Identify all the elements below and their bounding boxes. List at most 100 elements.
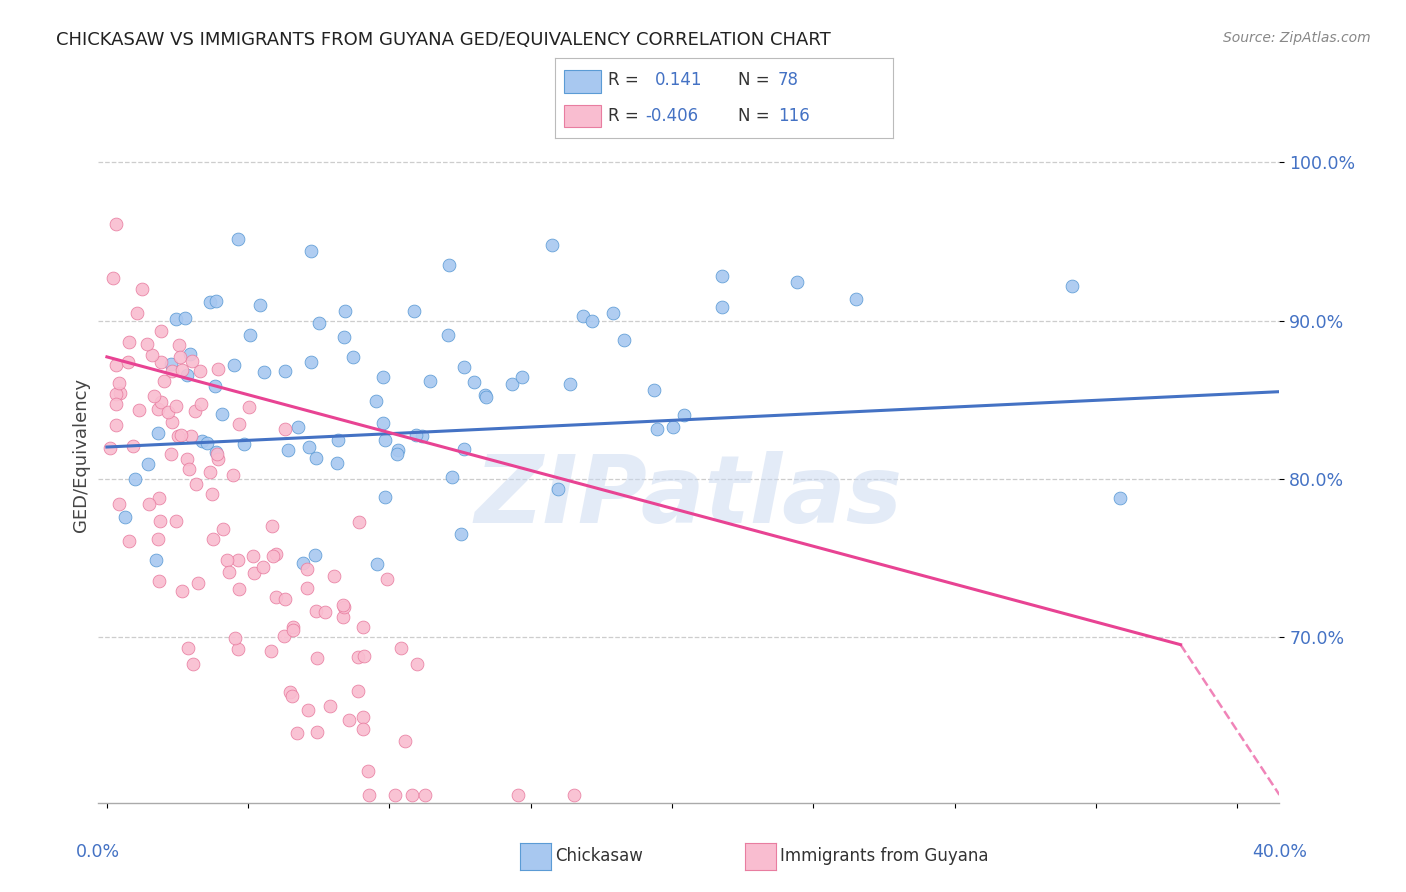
Point [156, 404, 179, 418]
Point [786, 275, 808, 289]
Point [228, 417, 250, 432]
Point [165, 400, 187, 414]
Point [419, 374, 441, 388]
Point [145, 552, 167, 566]
Point [239, 328, 262, 343]
Point [411, 428, 433, 442]
Point [224, 631, 246, 645]
Point [107, 376, 129, 391]
Point [274, 592, 297, 607]
Text: 0.0%: 0.0% [76, 843, 121, 861]
Point [148, 491, 170, 505]
Point [177, 641, 200, 656]
Point [108, 497, 131, 511]
Point [215, 553, 238, 567]
Point [280, 689, 302, 703]
Point [148, 533, 170, 547]
Point [131, 282, 153, 296]
Point [299, 244, 322, 258]
Point [613, 334, 636, 348]
Point [274, 364, 297, 378]
Point [150, 324, 173, 338]
Text: Source: ZipAtlas.com: Source: ZipAtlas.com [1223, 31, 1371, 45]
Point [274, 421, 297, 435]
Point [179, 462, 201, 476]
Point [228, 582, 250, 596]
Point [305, 451, 328, 466]
Text: N =: N = [738, 107, 769, 125]
Point [332, 598, 354, 612]
Point [375, 572, 398, 586]
Point [304, 548, 326, 562]
Point [405, 428, 427, 442]
Point [149, 514, 172, 528]
Point [128, 403, 150, 417]
Point [179, 347, 201, 361]
Point [353, 648, 375, 663]
Point [308, 316, 330, 330]
Point [352, 722, 374, 736]
Point [463, 375, 485, 389]
Point [307, 724, 329, 739]
Point [333, 330, 356, 344]
Text: CHICKASAW VS IMMIGRANTS FROM GUYANA GED/EQUIVALENCY CORRELATION CHART: CHICKASAW VS IMMIGRANTS FROM GUYANA GED/… [56, 31, 831, 49]
Point [226, 232, 249, 246]
Point [160, 447, 183, 461]
Point [277, 442, 299, 457]
Point [114, 510, 136, 524]
Point [98, 441, 121, 455]
Point [401, 788, 423, 802]
Point [299, 355, 322, 369]
Point [211, 407, 233, 421]
Point [506, 788, 529, 802]
Point [645, 422, 668, 436]
Point [437, 327, 460, 342]
Point [285, 726, 308, 740]
Point [243, 566, 266, 580]
Point [394, 734, 416, 748]
Point [142, 389, 165, 403]
Point [374, 433, 396, 447]
Point [218, 565, 240, 579]
Point [322, 569, 344, 583]
Point [165, 312, 187, 326]
Point [202, 532, 225, 546]
Point [441, 470, 464, 484]
Point [291, 556, 314, 570]
Point [195, 436, 218, 450]
Point [205, 447, 228, 461]
Text: R =: R = [607, 71, 638, 89]
Point [346, 684, 368, 698]
Text: ZIPatlas: ZIPatlas [475, 450, 903, 542]
Point [711, 301, 734, 315]
Point [172, 363, 194, 377]
Point [188, 364, 211, 378]
Point [283, 623, 305, 637]
Point [180, 429, 202, 443]
Text: 116: 116 [778, 107, 810, 125]
Point [1109, 491, 1132, 505]
Point [165, 515, 187, 529]
Point [103, 271, 125, 285]
Point [204, 378, 226, 392]
Point [326, 456, 349, 470]
Point [364, 393, 387, 408]
Point [437, 258, 460, 272]
Point [167, 337, 190, 351]
Point [328, 433, 350, 447]
Point [450, 527, 472, 541]
Point [266, 591, 288, 605]
Point [262, 549, 284, 563]
Point [136, 457, 159, 471]
Point [104, 397, 127, 411]
Point [226, 553, 249, 567]
Point [204, 445, 226, 459]
Point [333, 303, 356, 318]
Point [581, 314, 603, 328]
Point [191, 434, 214, 448]
Point [558, 376, 581, 391]
Point [389, 640, 412, 655]
Point [160, 416, 183, 430]
Point [167, 428, 190, 442]
Point [150, 395, 173, 409]
